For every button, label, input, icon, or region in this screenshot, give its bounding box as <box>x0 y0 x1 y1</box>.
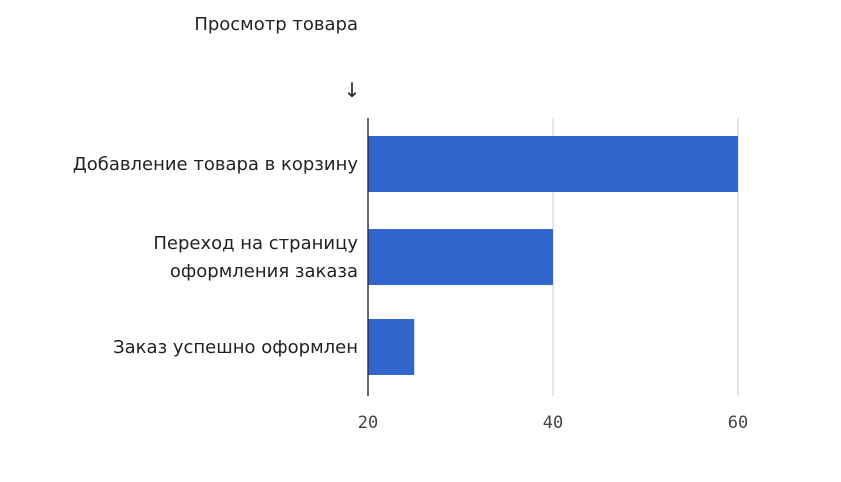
bar-0 <box>368 136 738 192</box>
chart-title: Просмотр товара <box>194 14 358 35</box>
labels: 20 40 60 Добавление товара в корзину Переход… <box>73 14 749 433</box>
bar-1 <box>368 229 553 285</box>
category-label-0-0: Добавление товара в корзину <box>73 154 359 175</box>
down-arrow-icon: ↓ <box>344 78 361 102</box>
x-tick-label-40: 40 <box>543 413 563 433</box>
x-tick-label-20: 20 <box>358 413 378 433</box>
bars <box>368 136 738 375</box>
bar-2 <box>368 319 415 375</box>
x-tick-label-60: 60 <box>728 413 748 433</box>
category-label-2-0: Заказ успешно оформлен <box>113 337 358 358</box>
category-label-1-0: Переход на страницу <box>153 233 358 254</box>
category-label-1-1: оформления заказа <box>170 261 358 282</box>
